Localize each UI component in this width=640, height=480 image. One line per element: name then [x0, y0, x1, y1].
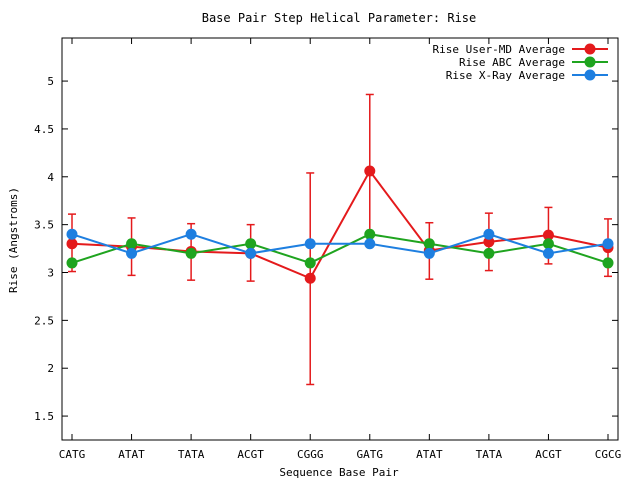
- data-point: [66, 257, 78, 269]
- x-tick-label: ATAT: [416, 448, 443, 461]
- data-point: [542, 247, 554, 259]
- x-tick-label: CATG: [59, 448, 86, 461]
- data-point: [364, 228, 376, 240]
- plot-border: [61, 37, 619, 441]
- y-axis-label: Rise (Angstroms): [7, 187, 20, 293]
- data-point: [483, 228, 495, 240]
- data-point: [602, 257, 614, 269]
- x-tick-label: ATAT: [118, 448, 145, 461]
- y-tick-label: 2: [47, 362, 54, 375]
- data-point: [423, 247, 435, 259]
- data-point: [542, 229, 554, 241]
- data-point: [542, 238, 554, 250]
- series-2: [66, 228, 614, 259]
- series-0: [66, 93, 614, 386]
- x-tick-label: ACGT: [237, 448, 264, 461]
- legend-marker: [584, 56, 596, 68]
- x-tick-label: TATA: [178, 448, 205, 461]
- series-1: [66, 228, 614, 269]
- x-tick-label: CGCG: [595, 448, 622, 461]
- legend-marker: [584, 69, 596, 81]
- data-point: [245, 238, 257, 250]
- data-point: [126, 247, 138, 259]
- legend-label: Rise X-Ray Average: [446, 69, 565, 82]
- data-point: [423, 238, 435, 250]
- data-point: [602, 238, 614, 250]
- legend-label: Rise ABC Average: [459, 56, 565, 69]
- data-point: [304, 238, 316, 250]
- data-point: [66, 228, 78, 240]
- y-tick-label: 5: [47, 75, 54, 88]
- y-tick-label: 3: [47, 267, 54, 280]
- chart-title: Base Pair Step Helical Parameter: Rise: [202, 11, 477, 25]
- series-line: [71, 233, 609, 255]
- data-point: [483, 236, 495, 248]
- series-line: [71, 233, 609, 265]
- x-tick-label: GATG: [357, 448, 384, 461]
- data-point: [304, 272, 316, 284]
- x-tick-label: ACGT: [535, 448, 562, 461]
- x-tick-label: CGGG: [297, 448, 324, 461]
- x-tick-label: TATA: [476, 448, 503, 461]
- x-axis-label: Sequence Base Pair: [279, 466, 399, 479]
- legend-label: Rise User-MD Average: [433, 43, 565, 56]
- y-tick-label: 4.5: [34, 123, 54, 136]
- data-point: [364, 165, 376, 177]
- legend-marker: [584, 43, 596, 55]
- data-point: [245, 247, 257, 259]
- data-point: [483, 247, 495, 259]
- data-point: [185, 228, 197, 240]
- data-point: [185, 247, 197, 259]
- y-tick-label: 1.5: [34, 410, 54, 423]
- data-point: [66, 238, 78, 250]
- y-tick-label: 2.5: [34, 314, 54, 327]
- data-point: [126, 238, 138, 250]
- series-layer: [66, 93, 614, 386]
- y-tick-label: 3.5: [34, 219, 54, 232]
- data-point: [364, 238, 376, 250]
- y-tick-label: 4: [47, 171, 54, 184]
- series-line: [71, 169, 609, 280]
- plot-area: [61, 37, 619, 441]
- data-point: [304, 257, 316, 269]
- axis-ticks: 1.5 2 2.5 3 3.5 4 4.5 5 CATG ATAT TATA ACGT CGGG GATG…: [34, 38, 621, 461]
